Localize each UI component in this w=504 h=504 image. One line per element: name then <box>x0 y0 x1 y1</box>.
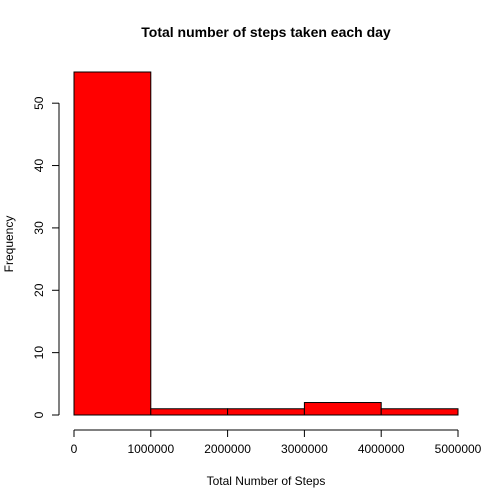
y-tick-label: 40 <box>32 159 46 173</box>
y-tick-label: 10 <box>32 346 46 360</box>
histogram-bar-4 <box>380 408 459 416</box>
y-tick-label: 0 <box>32 411 46 418</box>
y-axis-label: Frequency <box>2 216 16 273</box>
x-tick-label: 1000000 <box>127 442 174 456</box>
x-axis-label: Total Number of Steps <box>207 474 326 488</box>
x-tick-label: 0 <box>71 442 78 456</box>
y-axis: 0 10 20 30 40 50 <box>32 96 60 418</box>
y-tick-label: 50 <box>32 96 46 110</box>
x-tick-label: 2000000 <box>204 442 251 456</box>
x-tick-label: 5000000 <box>435 442 482 456</box>
histogram-bar-1 <box>150 408 229 416</box>
chart-title: Total number of steps taken each day <box>141 24 391 40</box>
x-axis: 0 1000000 2000000 3000000 4000000 5000000 <box>71 429 482 456</box>
histogram-bar-3 <box>303 402 382 416</box>
x-tick-label: 3000000 <box>281 442 328 456</box>
y-tick-label: 30 <box>32 221 46 235</box>
bars-group <box>73 71 459 416</box>
x-tick-label: 4000000 <box>358 442 405 456</box>
histogram-bar-2 <box>227 408 305 416</box>
y-tick-label: 20 <box>32 283 46 297</box>
histogram-bar-0 <box>73 71 152 416</box>
